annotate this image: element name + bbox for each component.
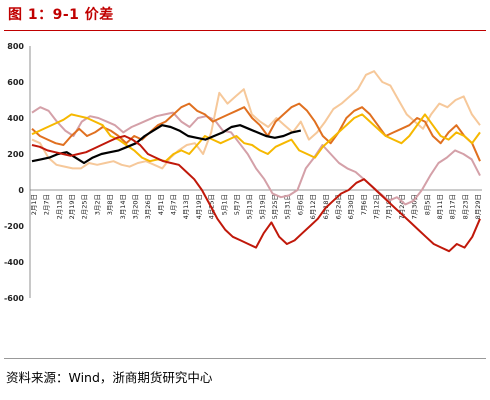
series-line	[31, 70, 481, 170]
x-tick-label: 8月17日	[449, 194, 457, 219]
y-tick-label: -200	[4, 222, 24, 231]
title-rule	[4, 30, 486, 31]
x-tick-label: 5月7日	[233, 194, 241, 215]
series-line	[31, 102, 481, 162]
x-tick-label: 5月13日	[246, 194, 254, 219]
x-tick-label: 7月24日	[398, 194, 406, 219]
x-tick-label: 2月7日	[43, 194, 51, 215]
x-tick-label: 5月19日	[258, 194, 266, 219]
x-tick-label: 4月1日	[157, 194, 165, 215]
x-tick-label: 3月8日	[106, 194, 114, 215]
x-tick-label: 3月2日	[93, 194, 101, 215]
x-tick-label: 2月1日	[30, 194, 38, 215]
x-tick-label: 8月5日	[423, 194, 431, 215]
x-tick-label: 2月19日	[68, 194, 76, 219]
series-line	[31, 113, 481, 163]
series-line	[31, 135, 481, 253]
x-tick-label: 7月18日	[385, 194, 393, 219]
y-axis-ticks: -600 -400 -200 0 200 400 600 800	[4, 42, 24, 303]
x-tick-label: 7月6日	[360, 194, 368, 215]
y-tick-label: 0	[18, 186, 24, 195]
x-tick-label: 4月7日	[170, 194, 178, 215]
x-tick-label: 2月25日	[81, 194, 89, 219]
x-tick-label: 3月14日	[119, 194, 127, 219]
x-axis-ticks: 2月1日 2月7日 2月13日 2月19日 2月25日 3月2日 3月8日 3月14日 3月20…	[30, 194, 482, 219]
x-tick-label: 2月13日	[55, 194, 63, 219]
y-tick-label: 200	[7, 150, 24, 159]
x-tick-label: 5月1日	[220, 194, 228, 215]
x-tick-label: 6月30日	[347, 194, 355, 219]
x-tick-label: 7月30日	[411, 194, 419, 219]
x-tick-label: 8月29日	[474, 194, 482, 219]
figure-title: 图 1：9-1 价差	[8, 7, 114, 23]
y-tick-label: -600	[4, 294, 24, 303]
y-tick-label: 400	[7, 114, 24, 123]
y-tick-label: 800	[7, 42, 24, 51]
x-tick-label: 3月26日	[144, 194, 152, 219]
y-tick-label: 600	[7, 78, 24, 87]
x-tick-label: 4月19日	[195, 194, 203, 219]
x-tick-label: 4月13日	[182, 194, 190, 219]
plot-area	[29, 46, 482, 298]
source-note: 资料来源：Wind，浙商期货研究中心	[6, 370, 213, 385]
x-tick-label: 5月31日	[284, 194, 292, 219]
x-tick-label: 6月24日	[334, 194, 342, 219]
x-tick-label: 5月25日	[271, 194, 279, 219]
x-tick-label: 6月6日	[296, 194, 304, 215]
x-tick-label: 8月23日	[461, 194, 469, 219]
x-tick-label: 3月20日	[131, 194, 139, 219]
x-tick-label: 8月11日	[436, 194, 444, 219]
x-tick-label: 7月12日	[373, 194, 381, 219]
y-tick-label: -400	[4, 258, 24, 267]
series-line	[31, 124, 302, 165]
source-rule	[4, 358, 486, 359]
x-tick-label: 6月12日	[309, 194, 317, 219]
series-line	[31, 106, 481, 206]
